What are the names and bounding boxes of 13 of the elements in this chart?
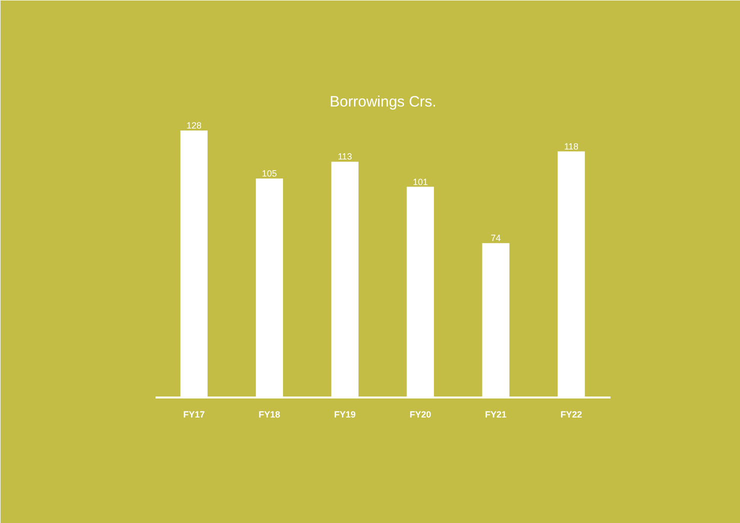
x-tick-label: FY21	[485, 410, 507, 420]
x-tick-label: FY19	[334, 410, 356, 420]
data-label: 74	[490, 233, 501, 244]
data-label: 105	[262, 168, 277, 178]
data-label: 118	[564, 141, 578, 152]
x-tick-label: FY22	[560, 410, 582, 420]
x-tick-label: FY18	[258, 410, 280, 420]
data-label: 128	[186, 120, 202, 130]
x-tick-label: FY20	[410, 410, 432, 420]
chart-title: Borrowings Crs.	[330, 94, 436, 110]
data-label: 101	[412, 176, 428, 187]
x-tick-label: FY17	[183, 410, 205, 420]
data-label: 113	[338, 152, 352, 162]
